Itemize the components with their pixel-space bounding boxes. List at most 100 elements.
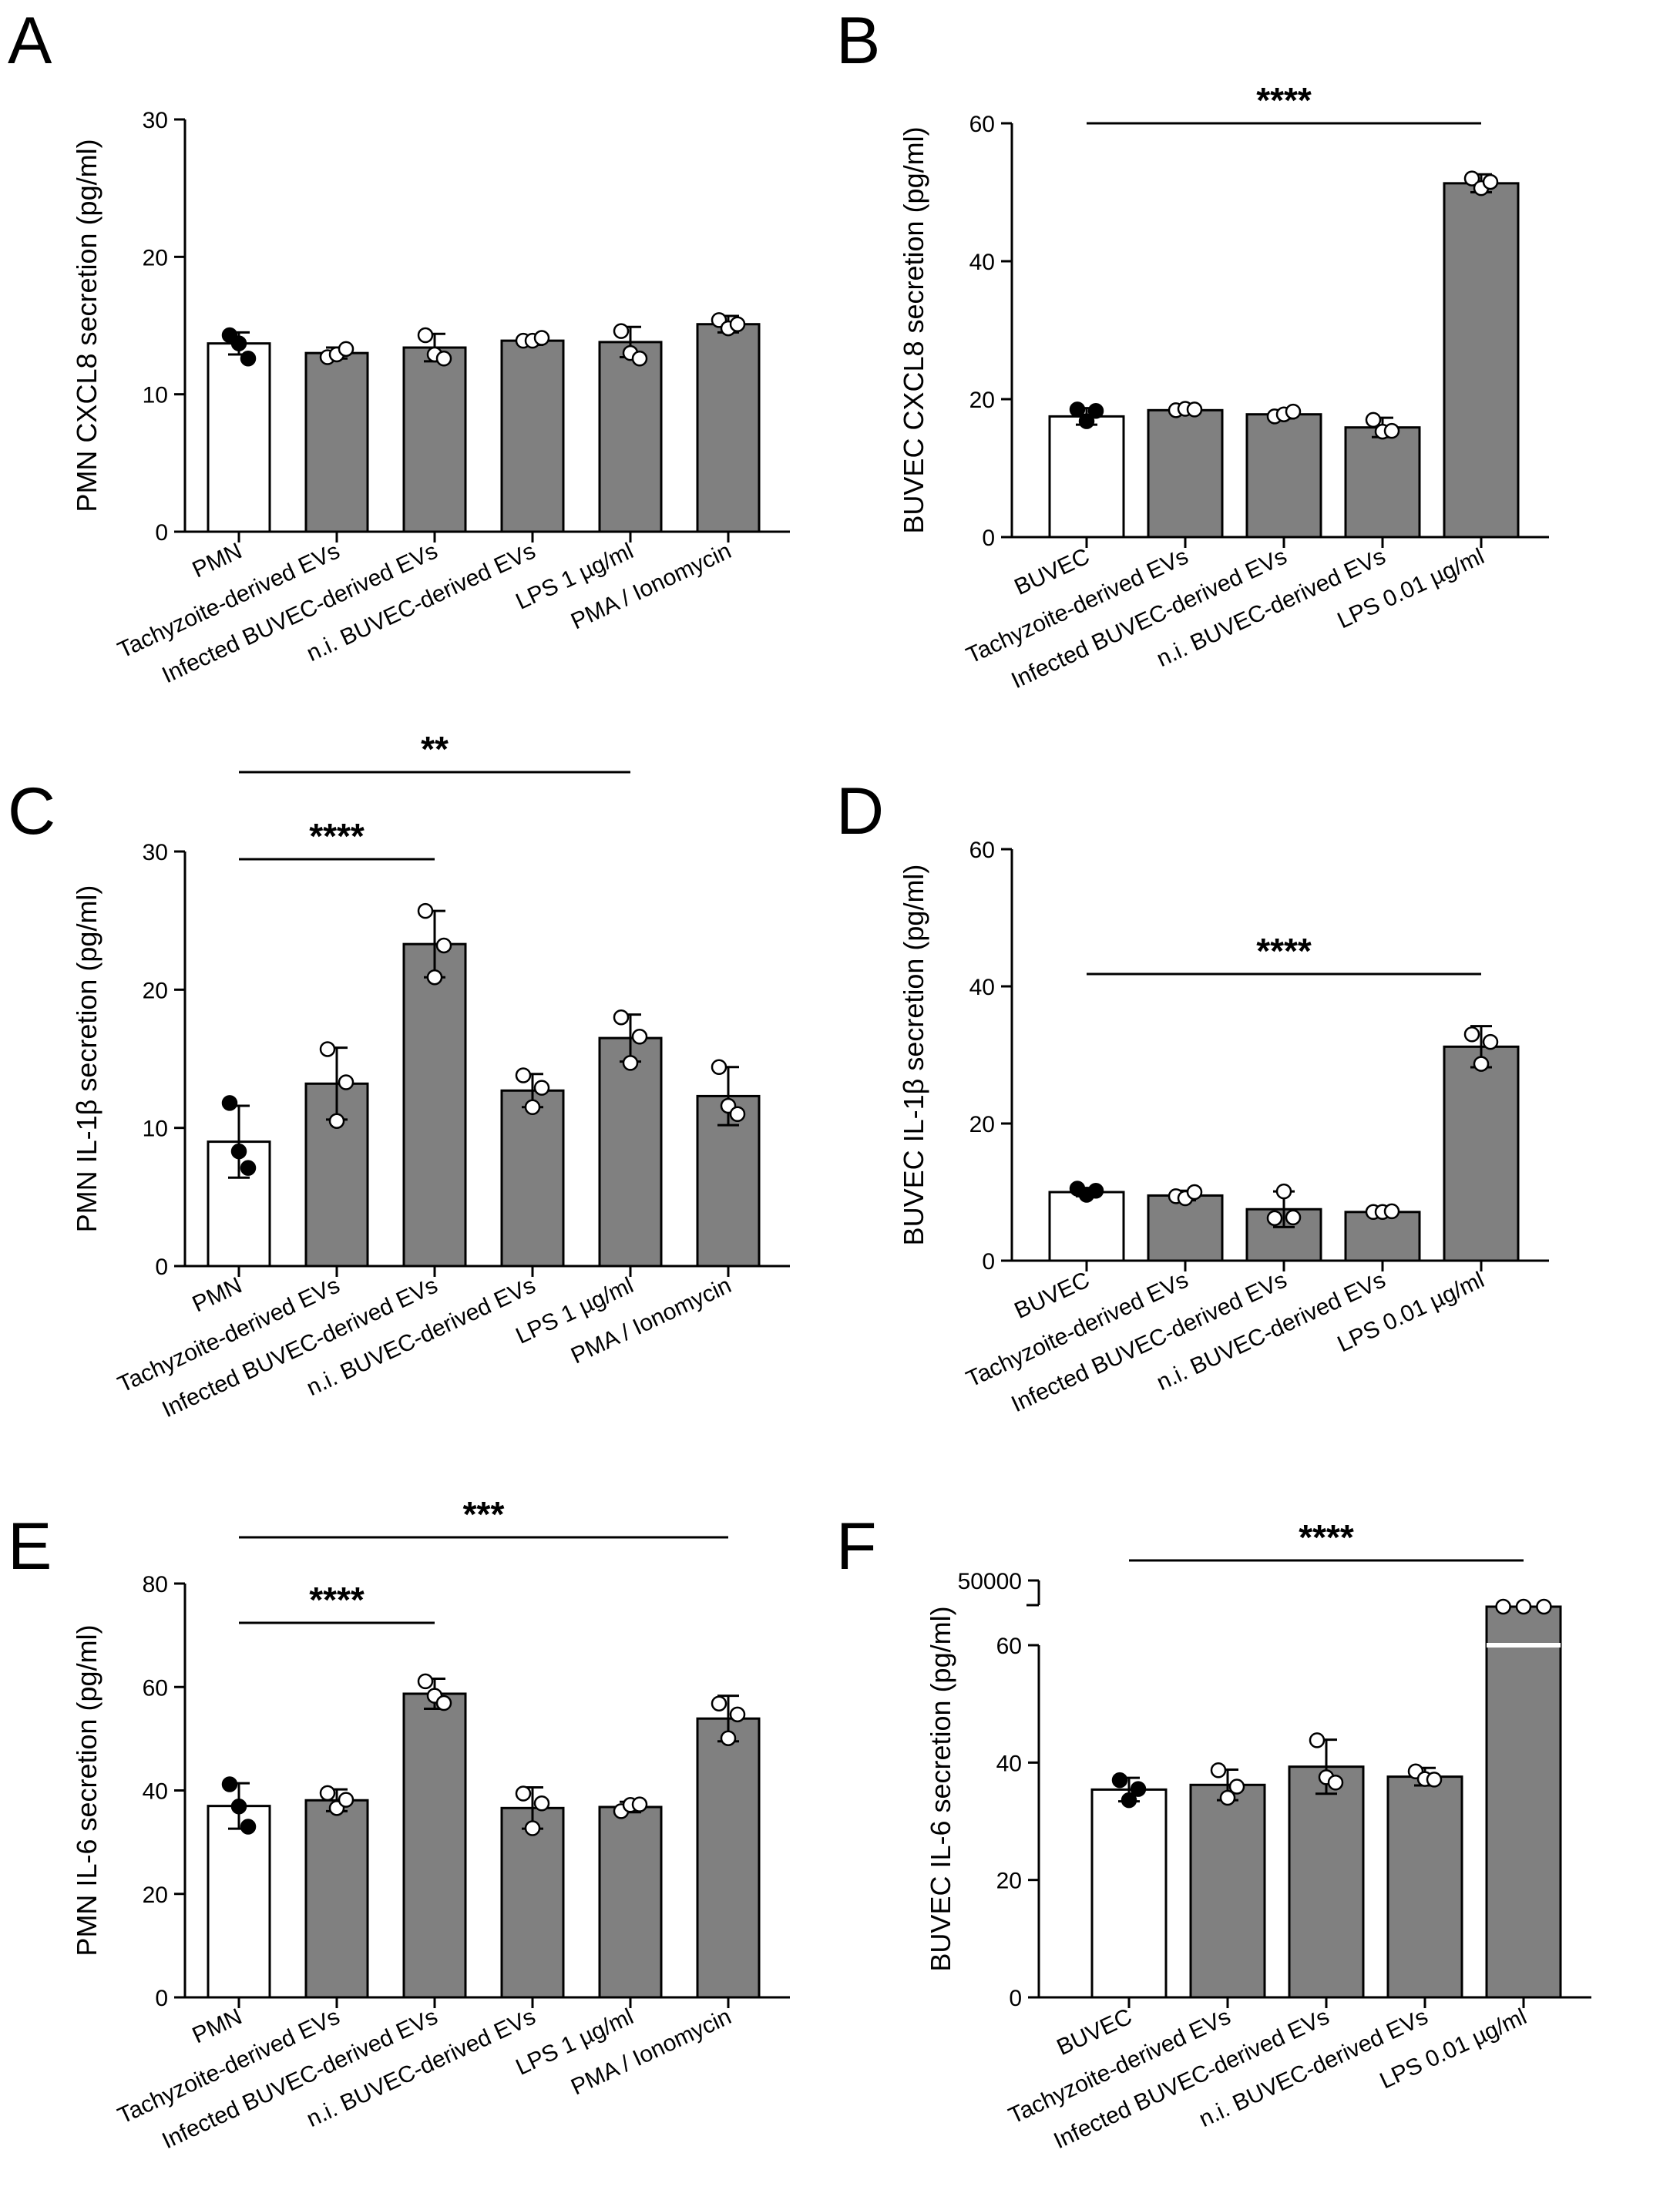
data-point-c-3-0: [515, 1067, 532, 1083]
panel-f-label-group: F: [836, 1510, 877, 1584]
bar-c-2: [402, 942, 467, 1268]
data-point-b-4-2: [1482, 173, 1499, 190]
panel-e-label: E: [8, 1510, 52, 1584]
data-point-e-2-0: [417, 1673, 434, 1690]
bar-c-4: [598, 1036, 663, 1268]
data-point-c-5-2: [729, 1106, 746, 1122]
y-tick-label-f-0: 0: [1009, 1986, 1022, 2011]
y-axis-title-d: BUVEC IL-1β secretion (pg/ml): [898, 865, 929, 1246]
data-point-a-0-1: [230, 335, 247, 351]
data-point-f-1-1: [1219, 1789, 1236, 1806]
data-point-f-2-2: [1327, 1774, 1344, 1791]
y-tick-label-e-3: 60: [143, 1675, 168, 1701]
data-point-f-4-1: [1515, 1598, 1532, 1615]
data-point-c-1-1: [328, 1113, 345, 1129]
data-point-a-0-2: [240, 351, 257, 367]
data-point-f-2-0: [1309, 1732, 1326, 1748]
data-point-e-5-0: [711, 1695, 727, 1711]
bar-e-2: [402, 1692, 467, 1999]
y-tick-label-c-2: 20: [143, 978, 168, 1003]
x-tick-label-e-5: PMA / Ionomycin: [567, 2004, 735, 2100]
chart-f: 50000 0 20 40 60 BUVEC IL-6 secretion (pg/ml)…: [925, 1517, 1591, 2154]
bar-f-1: [1189, 1783, 1266, 1999]
panel-c-label: C: [8, 774, 55, 848]
data-point-f-4-2: [1536, 1598, 1552, 1615]
data-point-c-0-1: [230, 1143, 247, 1160]
data-point-c-2-2: [435, 937, 452, 954]
x-tick-label-a-0: PMN: [189, 538, 246, 583]
data-point-b-4-0: [1463, 170, 1480, 186]
y-axis-title-a: PMN CXCL8 secretion (pg/ml): [71, 139, 102, 512]
data-point-a-1-2: [338, 341, 354, 358]
data-point-a-5-2: [729, 316, 746, 332]
y-tick-label-f-3: 60: [996, 1634, 1022, 1659]
data-point-c-2-1: [426, 969, 443, 986]
y-tick-label-c-0: 0: [155, 1255, 168, 1280]
y-tick-label-e-0: 0: [155, 1986, 168, 2011]
y-tick-label-upper-f: 50000: [958, 1569, 1022, 1594]
y-tick-label-e-1: 20: [143, 1883, 168, 1908]
data-point-e-5-1: [720, 1730, 737, 1746]
data-point-c-5-0: [711, 1059, 727, 1076]
bar-f-4: [1485, 1605, 1562, 1999]
bar-a-0: [207, 342, 271, 533]
y-tick-label-e-2: 40: [143, 1779, 168, 1805]
bar-b-3: [1344, 426, 1421, 539]
data-point-e-1-0: [319, 1785, 336, 1802]
data-point-c-2-0: [417, 902, 434, 919]
data-point-b-0-2: [1087, 402, 1104, 419]
data-point-b-3-2: [1383, 422, 1400, 439]
data-point-b-0-1: [1078, 413, 1095, 429]
y-tick-label-e-4: 80: [143, 1572, 168, 1597]
panel-b-label-group: B: [836, 4, 880, 78]
data-point-e-4-2: [631, 1796, 648, 1812]
bar-e-4: [598, 1805, 663, 1999]
x-tick-label-e-0: PMN: [189, 2004, 246, 2048]
data-point-c-4-2: [631, 1029, 648, 1045]
data-point-d-2-2: [1285, 1209, 1302, 1226]
data-point-d-2-1: [1275, 1183, 1292, 1200]
data-point-e-0-2: [240, 1819, 257, 1835]
data-point-e-1-2: [338, 1792, 354, 1808]
data-point-d-2-0: [1266, 1210, 1283, 1227]
data-point-a-4-2: [631, 351, 648, 367]
significance-label-e-0: ****: [309, 1580, 365, 1620]
x-tick-label-c-0: PMN: [189, 1272, 246, 1317]
data-point-d-4-0: [1463, 1026, 1480, 1043]
data-point-f-4-0: [1495, 1598, 1511, 1615]
y-tick-label-f-2: 40: [996, 1751, 1022, 1776]
data-point-e-5-2: [729, 1706, 746, 1723]
bar-f-2: [1288, 1765, 1365, 1999]
x-tick-label-a-5: PMA / Ionomycin: [567, 538, 735, 634]
data-point-c-1-2: [338, 1074, 354, 1090]
data-point-d-3-2: [1383, 1203, 1400, 1220]
significance-label-f-0: ****: [1299, 1517, 1354, 1557]
y-tick-label-a-1: 10: [143, 383, 168, 408]
y-tick-label-a-0: 0: [155, 520, 168, 546]
data-point-a-2-0: [417, 327, 434, 344]
data-point-b-3-0: [1365, 411, 1382, 428]
y-tick-label-d-1: 20: [969, 1112, 995, 1137]
data-point-f-0-0: [1111, 1772, 1128, 1789]
data-point-c-4-0: [613, 1009, 630, 1026]
bar-b-1: [1147, 408, 1224, 539]
data-point-a-4-0: [613, 323, 630, 339]
data-point-c-0-2: [240, 1160, 257, 1176]
y-tick-label-b-2: 40: [969, 250, 995, 275]
bar-b-0: [1048, 415, 1125, 539]
y-tick-label-a-3: 30: [143, 108, 168, 133]
data-point-f-1-2: [1228, 1779, 1245, 1795]
data-point-f-3-2: [1426, 1772, 1443, 1788]
data-point-d-4-2: [1482, 1033, 1499, 1050]
bar-e-0: [207, 1805, 271, 1999]
y-tick-label-d-2: 40: [969, 975, 995, 1000]
y-tick-label-d-3: 60: [969, 838, 995, 863]
data-point-e-3-0: [515, 1785, 532, 1802]
significance-label-d-0: ****: [1256, 931, 1312, 971]
bar-a-1: [304, 351, 369, 533]
